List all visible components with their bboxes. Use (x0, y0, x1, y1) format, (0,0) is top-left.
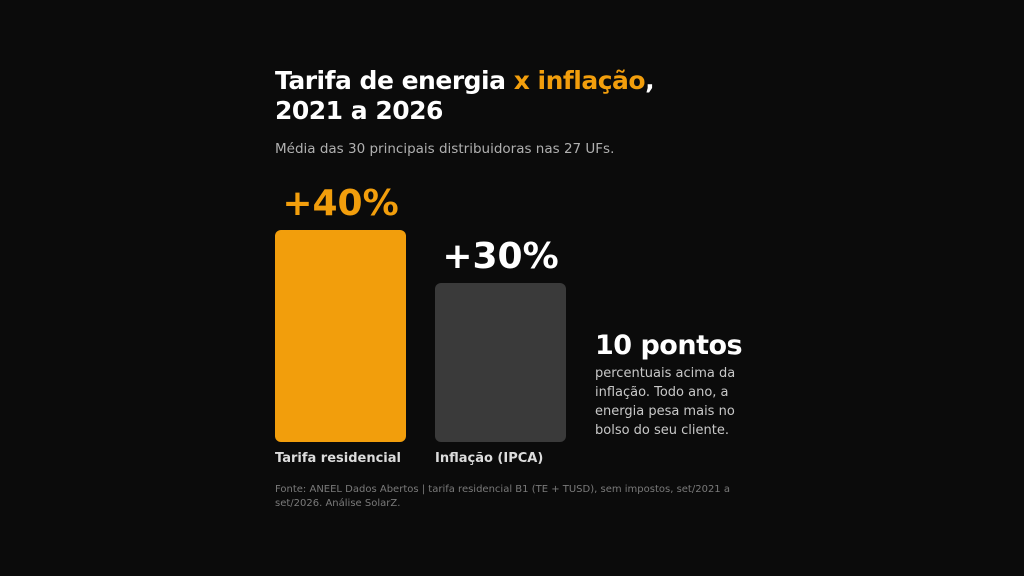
title-accent: x inflação (513, 66, 646, 95)
category-label: Inflação (IPCA) (435, 451, 544, 466)
annotation-text: percentuais acima da inflação. Todo ano,… (595, 366, 736, 438)
source-note: Fonte: ANEEL Dados Abertos | tarifa resi… (275, 484, 730, 509)
title-part: , 2021 a 2026 (275, 66, 655, 125)
bar (275, 230, 406, 442)
value-label: +30% (442, 236, 559, 277)
category-label: Tarifa residencial (275, 451, 401, 466)
chart-title: Tarifa de energia x inflação, 2021 a 202… (275, 66, 715, 126)
bar (435, 283, 566, 442)
annotation-headline: 10 pontos (595, 330, 743, 361)
subtitle: Média das 30 principais distribuidoras n… (275, 141, 615, 157)
title-part: Tarifa de energia (275, 66, 514, 95)
value-label: +40% (282, 183, 399, 224)
